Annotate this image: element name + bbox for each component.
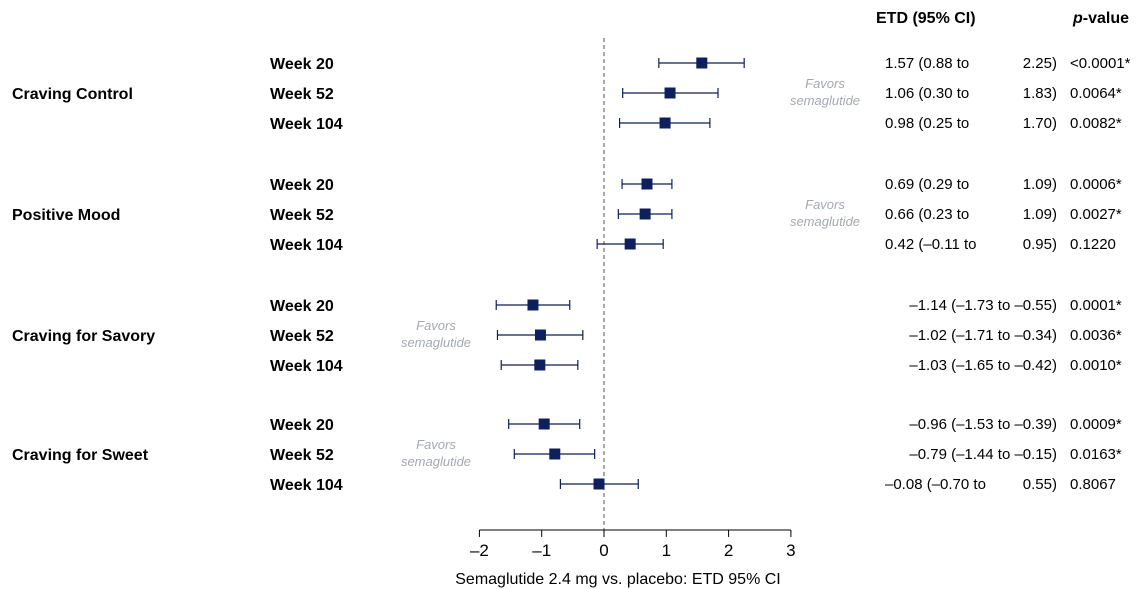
week-label: Week 52 <box>270 207 334 224</box>
point-estimate-marker <box>659 117 671 129</box>
etd-value: –1.03 (–1.65 to –0.42) <box>909 357 1057 374</box>
point-estimate-marker <box>534 329 546 341</box>
p-value: 0.8067 <box>1070 476 1116 493</box>
etd-value: –0.08 (–0.70 to <box>885 476 986 493</box>
etd-value: –0.79 (–1.44 to –0.15) <box>909 446 1057 463</box>
etd-upper-value: 1.09) <box>1023 206 1057 223</box>
p-value: 0.0001* <box>1070 297 1122 314</box>
point-estimate-marker <box>641 178 653 190</box>
p-value: <0.0001* <box>1070 55 1131 72</box>
point-estimate-marker <box>664 87 676 99</box>
x-axis-label: Semaglutide 2.4 mg vs. placebo: ETD 95% … <box>455 571 781 588</box>
outcome-label: Craving for Savory <box>12 328 155 345</box>
x-tick-label: 3 <box>786 541 795 560</box>
p-value: 0.1220 <box>1070 236 1116 253</box>
week-label: Week 52 <box>270 328 334 345</box>
x-tick-label: –2 <box>470 541 489 560</box>
p-value: 0.0082* <box>1070 115 1122 132</box>
etd-value: 0.69 (0.29 to <box>885 176 969 193</box>
week-label: Week 20 <box>270 298 334 315</box>
etd-value: –0.96 (–1.53 to –0.39) <box>909 416 1057 433</box>
favors-annotation: semaglutide <box>790 93 860 108</box>
favors-annotation: Favors <box>416 437 456 452</box>
etd-upper-value: 0.95) <box>1023 236 1057 253</box>
etd-upper-value: 1.83) <box>1023 85 1057 102</box>
favors-annotation: Favors <box>805 76 845 91</box>
favors-annotation: semaglutide <box>401 335 471 350</box>
outcome-label: Craving Control <box>12 86 133 103</box>
p-value: 0.0036* <box>1070 327 1122 344</box>
etd-header: ETD (95% CI) <box>876 10 976 27</box>
etd-value: 0.42 (–0.11 to <box>885 236 976 253</box>
x-tick-label: –1 <box>532 541 551 560</box>
etd-value: –1.14 (–1.73 to –0.55) <box>909 297 1057 314</box>
week-label: Week 104 <box>270 477 343 494</box>
point-estimate-marker <box>593 478 605 490</box>
p-value-header: p-value <box>1072 10 1129 27</box>
outcome-label: Craving for Sweet <box>12 447 149 464</box>
etd-value: 1.57 (0.88 to <box>885 55 969 72</box>
p-value: 0.0064* <box>1070 85 1122 102</box>
week-label: Week 52 <box>270 86 334 103</box>
etd-upper-value: 2.25) <box>1023 55 1057 72</box>
p-value: 0.0010* <box>1070 357 1122 374</box>
point-estimate-marker <box>696 57 708 69</box>
p-value: 0.0006* <box>1070 176 1122 193</box>
p-value: 0.0009* <box>1070 416 1122 433</box>
favors-annotation: Favors <box>416 318 456 333</box>
point-estimate-marker <box>534 359 546 371</box>
outcome-label: Positive Mood <box>12 207 120 224</box>
point-estimate-marker <box>538 418 550 430</box>
etd-value: 0.98 (0.25 to <box>885 115 969 132</box>
week-label: Week 52 <box>270 447 334 464</box>
week-label: Week 20 <box>270 177 334 194</box>
point-estimate-marker <box>527 299 539 311</box>
favors-annotation: semaglutide <box>790 214 860 229</box>
etd-upper-value: 0.55) <box>1023 476 1057 493</box>
etd-upper-value: 1.70) <box>1023 115 1057 132</box>
etd-value: –1.02 (–1.71 to –0.34) <box>909 327 1057 344</box>
week-label: Week 20 <box>270 417 334 434</box>
point-estimate-marker <box>549 448 561 460</box>
favors-annotation: semaglutide <box>401 454 471 469</box>
x-tick-label: 0 <box>599 541 608 560</box>
week-label: Week 104 <box>270 116 343 133</box>
etd-value: 1.06 (0.30 to <box>885 85 969 102</box>
etd-upper-value: 1.09) <box>1023 176 1057 193</box>
week-label: Week 104 <box>270 237 343 254</box>
week-label: Week 104 <box>270 358 343 375</box>
p-value: 0.0027* <box>1070 206 1122 223</box>
p-value: 0.0163* <box>1070 446 1122 463</box>
point-estimate-marker <box>639 208 651 220</box>
x-tick-label: 1 <box>662 541 671 560</box>
x-tick-label: 2 <box>724 541 733 560</box>
favors-annotation: Favors <box>805 197 845 212</box>
etd-value: 0.66 (0.23 to <box>885 206 969 223</box>
week-label: Week 20 <box>270 56 334 73</box>
point-estimate-marker <box>624 238 636 250</box>
